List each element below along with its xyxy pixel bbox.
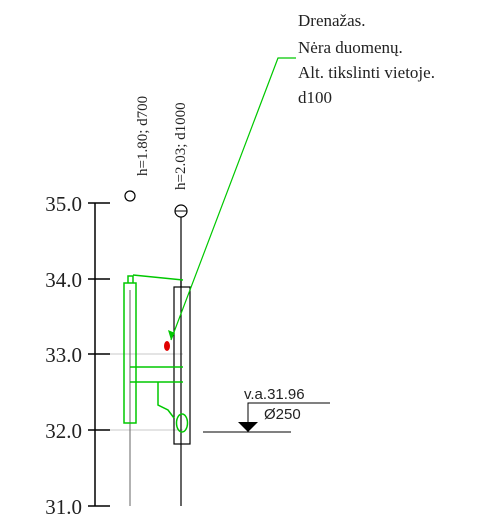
pipe-top-bend (127, 275, 134, 283)
well-1: h=1.80; d700 (124, 96, 151, 506)
note-leader-arrow (168, 330, 175, 340)
pipe-outlet (175, 413, 189, 433)
water-level-arrow (238, 422, 258, 432)
pipe-drop (157, 382, 175, 419)
elevation-scale: 35.0 34.0 33.0 32.0 31.0 (45, 192, 110, 515)
note-line-4: d100 (298, 88, 332, 107)
note-line-1: Drenažas. (298, 11, 366, 30)
well-1-marker (124, 190, 136, 202)
drainage-point-marker (164, 341, 170, 351)
note-line-3: Alt. tikslinti vietoje. (298, 63, 435, 82)
note-line-2: Nėra duomenų. (298, 38, 403, 57)
scale-label-32: 32.0 (45, 419, 82, 443)
water-level-annotation: v.a.31.96 Ø250 (203, 386, 330, 433)
scale-label-33: 33.0 (45, 343, 82, 367)
scale-label-35: 35.0 (45, 192, 82, 216)
note-leader-line (170, 57, 296, 341)
pipe-top-connection (132, 274, 184, 281)
scale-label-34: 34.0 (45, 268, 82, 292)
water-level-label: v.a.31.96 (244, 386, 305, 403)
drainage-note: Drenažas. Nėra duomenų. Alt. tikslinti v… (164, 11, 435, 351)
elevation-guides (95, 353, 183, 431)
well-2-chamber (173, 286, 191, 445)
drainage-pipes (123, 274, 189, 433)
scale-label-31: 31.0 (45, 495, 82, 515)
well-1-label: h=1.80; d700 (135, 96, 151, 176)
pipe-diameter-label: Ø250 (264, 406, 301, 423)
water-level-leader (247, 402, 330, 422)
well-2-label: h=2.03; d1000 (173, 102, 189, 190)
well-2: h=2.03; d1000 (173, 102, 191, 506)
pipe-riser (123, 282, 137, 424)
